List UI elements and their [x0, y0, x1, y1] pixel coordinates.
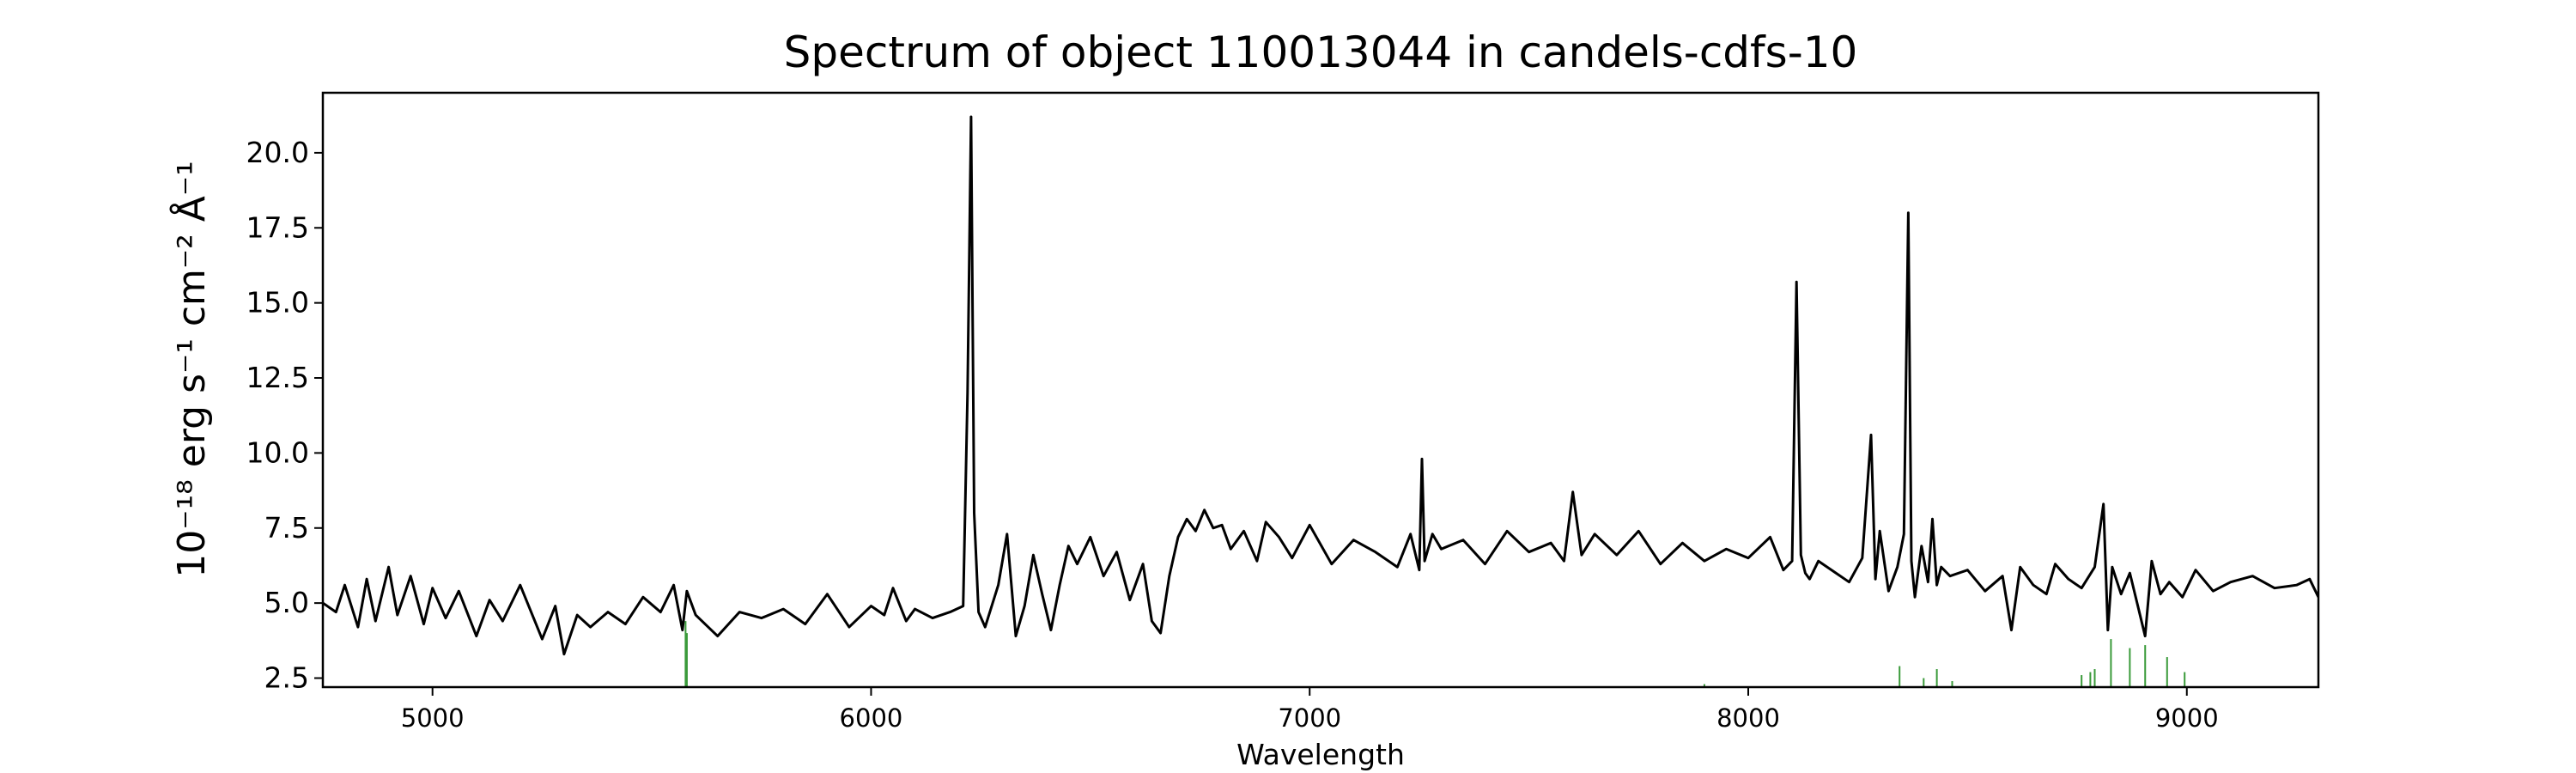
chart-title: Spectrum of object 110013044 in candels-… [784, 27, 1858, 77]
y-tick-label: 15.0 [246, 286, 309, 320]
spectrum-line [323, 115, 2318, 656]
y-tick-label: 10.0 [246, 435, 309, 469]
x-tick-label: 6000 [840, 703, 903, 733]
y-axis-label: 10⁻¹⁸ erg s⁻¹ cm⁻² Å⁻¹ [168, 161, 214, 577]
y-tick-label: 17.5 [246, 210, 309, 244]
y-tick-label: 12.5 [246, 361, 309, 394]
y-tick-label: 7.5 [264, 511, 309, 545]
x-tick-label: 5000 [401, 703, 465, 733]
x-axis-label: Wavelength [1236, 738, 1405, 771]
plot-frame [321, 91, 2320, 689]
y-ticks: 2.5 5.0 7.5 10.0 12.5 15.0 17.5 20.0 [246, 136, 323, 695]
x-ticks: 5000 6000 7000 8000 9000 [401, 687, 2219, 733]
x-tick-label: 9000 [2155, 703, 2219, 733]
y-tick-label: 2.5 [264, 661, 309, 695]
plot-area [323, 115, 2318, 687]
y-tick-label: 20.0 [246, 136, 309, 169]
x-tick-label: 7000 [1278, 703, 1341, 733]
x-tick-label: 8000 [1716, 703, 1780, 733]
y-tick-label: 5.0 [264, 586, 309, 619]
